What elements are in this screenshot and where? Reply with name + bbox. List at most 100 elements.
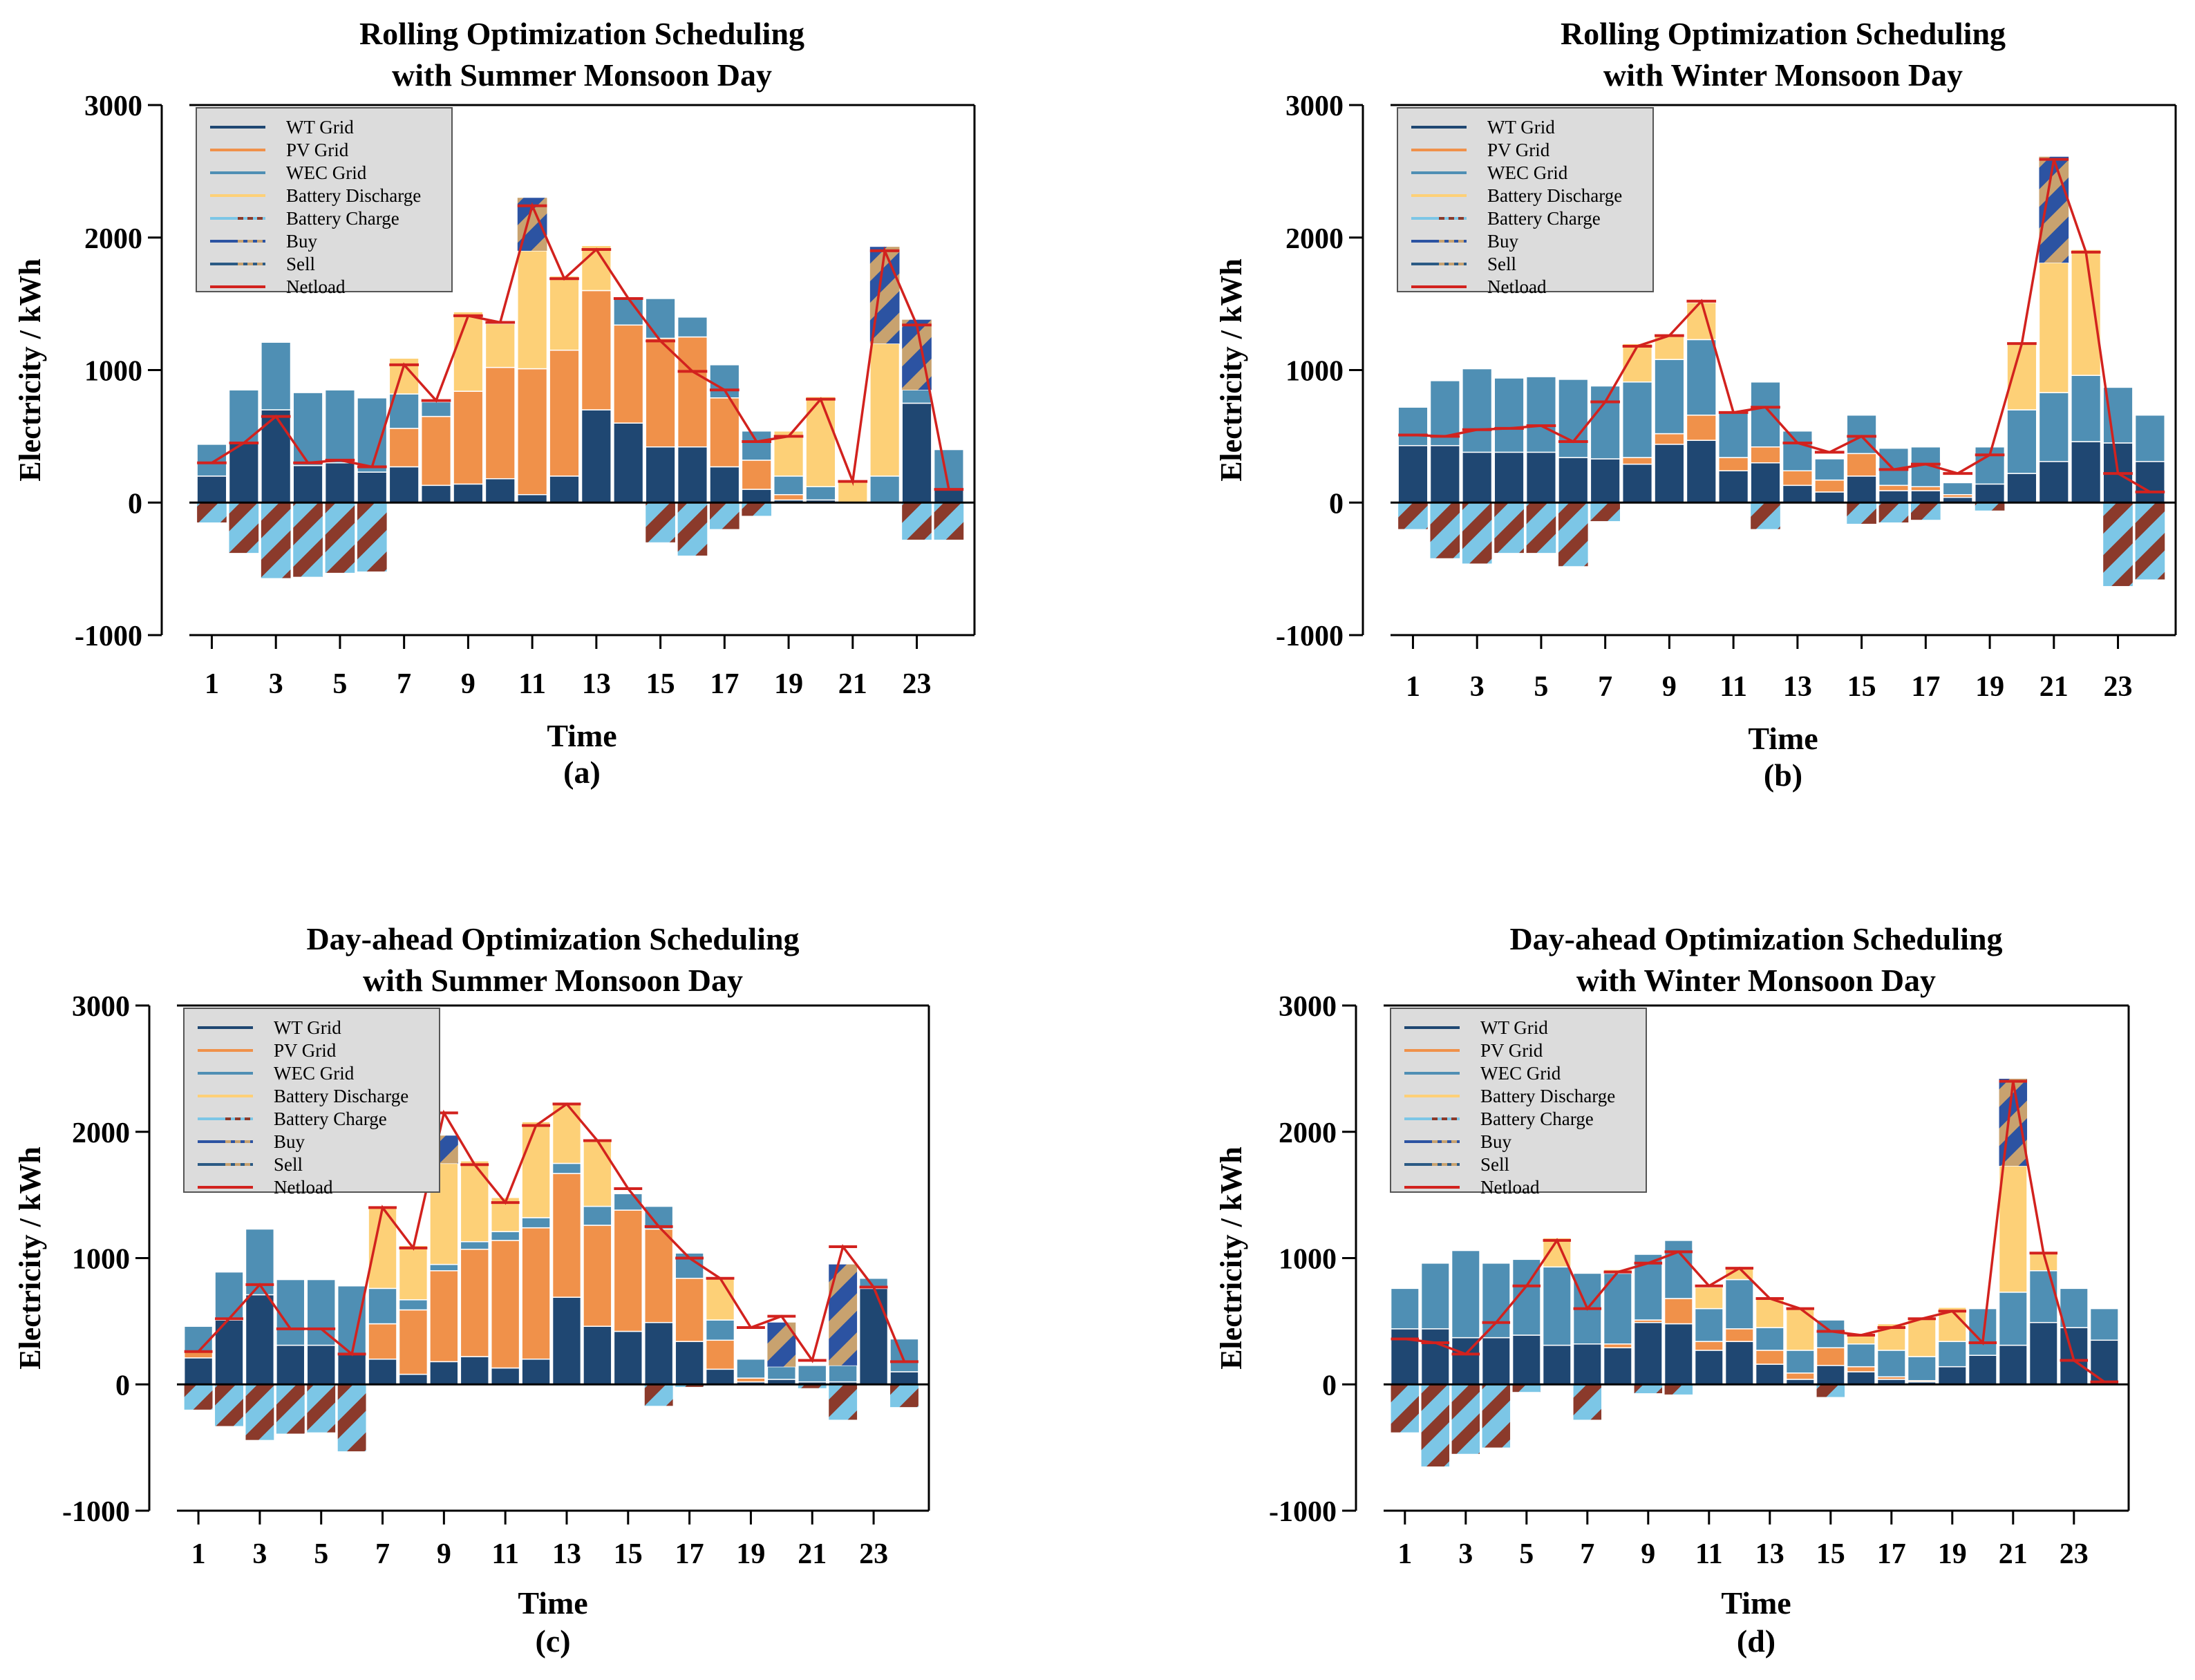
bar-pv (1814, 479, 1845, 493)
bar-wt (1750, 462, 1781, 503)
bar-charge (1816, 1384, 1845, 1397)
x-tick-label: 17 (1911, 671, 1940, 703)
bar-wec (1937, 1341, 1967, 1368)
bar-pv (1718, 457, 1749, 471)
bar-charge (1664, 1384, 1693, 1395)
bar-charge (644, 1384, 673, 1406)
bar-pv (1782, 470, 1813, 487)
bar-charge (1526, 502, 1556, 554)
bar-wec (183, 1325, 214, 1352)
bar-wt (398, 1373, 428, 1386)
bar-wt (1654, 444, 1685, 504)
bar-charge (337, 1384, 366, 1452)
chart-title-line: with Summer Monsoon Day (363, 963, 743, 998)
bar-wec (1998, 1292, 2028, 1346)
bar-charge (1512, 1384, 1541, 1393)
bar-wt (292, 464, 323, 503)
bar-charge (2135, 502, 2165, 580)
legend-label-charge: Battery Charge (274, 1108, 387, 1129)
y-axis-label: Electricity / kWh (13, 1146, 47, 1370)
bar-wt (1910, 490, 1941, 503)
bar-wec (1724, 1278, 1754, 1330)
bar-discharge (517, 250, 548, 370)
bar-wec (292, 392, 323, 466)
bar-wec (645, 298, 676, 339)
bar-wec (552, 1162, 582, 1174)
bar-wec (337, 1285, 367, 1355)
bar-charge (1421, 1384, 1450, 1467)
x-tick-label: 9 (437, 1538, 451, 1570)
x-tick-label: 1 (1397, 1538, 1412, 1570)
bar-wec (828, 1365, 858, 1383)
legend-label-charge: Battery Charge (1480, 1108, 1594, 1129)
chart-title-line: with Winter Monsoon Day (1603, 57, 1963, 93)
legend-label-discharge: Battery Discharge (286, 185, 421, 206)
bar-wt (337, 1353, 367, 1386)
bar-charge (197, 502, 227, 523)
bar-wt (484, 478, 516, 503)
x-tick-label: 11 (1695, 1538, 1723, 1570)
x-tick-label: 11 (1720, 671, 1747, 703)
bar-wt (1511, 1334, 1541, 1386)
bar-wec (490, 1231, 520, 1241)
bar-wec (1755, 1327, 1784, 1351)
legend-label-sell: Sell (1480, 1154, 1509, 1175)
bar-wt (214, 1319, 244, 1385)
bar-discharge (705, 1276, 735, 1321)
bar-wec (1750, 381, 1781, 448)
x-tick-label: 3 (252, 1538, 267, 1570)
y-tick-label: 1000 (1285, 356, 1344, 388)
chart-a: Rolling Optimization Scheduling with Summ… (13, 16, 976, 790)
bar-wt (583, 1325, 612, 1386)
bar-wt (741, 489, 772, 504)
x-tick-label: 21 (2039, 671, 2069, 703)
bar-pv (773, 493, 804, 501)
bar-wt (1814, 491, 1845, 503)
bar-pv (1846, 1366, 1876, 1372)
bar-wt (1558, 457, 1589, 503)
bar-pv (552, 1173, 582, 1298)
bar-pv (388, 428, 420, 468)
bar-wec (306, 1278, 336, 1346)
bar-charge (934, 502, 964, 540)
x-tick-label: 19 (736, 1538, 765, 1570)
bar-wec (2006, 409, 2037, 474)
bar-charge (276, 1384, 305, 1434)
bar-wec (1621, 381, 1653, 458)
legend-label-discharge: Battery Discharge (1480, 1086, 1615, 1106)
x-axis-label: Time (1748, 721, 1818, 756)
bar-discharge (484, 323, 516, 368)
bar-wt (460, 1356, 489, 1386)
bar-wec (1785, 1350, 1815, 1374)
legend-box (196, 107, 453, 292)
chart-title-line: Day-ahead Optimization Scheduling (306, 921, 799, 956)
x-tick-label: 11 (491, 1538, 519, 1570)
bar-wt (1664, 1323, 1693, 1386)
bar-wec (196, 444, 227, 477)
bar-discharge (453, 311, 484, 392)
bar-wt (1397, 445, 1429, 503)
bar-wt (1937, 1366, 1967, 1386)
bar-wt (1718, 470, 1749, 503)
x-tick-label: 17 (710, 668, 739, 700)
bar-wec (736, 1358, 766, 1379)
bar-charge (245, 1384, 274, 1440)
bar-wt (645, 446, 676, 504)
bar-wt (1633, 1321, 1663, 1386)
bar-wt (2089, 1339, 2119, 1385)
x-tick-label: 23 (2104, 671, 2133, 703)
bar-wec (1686, 339, 1717, 416)
bar-charge (798, 1384, 827, 1388)
bar-wec (1718, 412, 1749, 458)
bar-wt (1694, 1350, 1724, 1385)
bar-wec (1782, 430, 1813, 471)
bar-charge (742, 502, 772, 516)
bar-charge (677, 502, 708, 556)
bar-discharge (1755, 1298, 1784, 1328)
bar-pv (677, 336, 708, 448)
bar-wt (388, 466, 420, 503)
bar-wt (1525, 451, 1557, 504)
bar-wec (1814, 458, 1845, 481)
bar-wec (1942, 482, 1973, 495)
